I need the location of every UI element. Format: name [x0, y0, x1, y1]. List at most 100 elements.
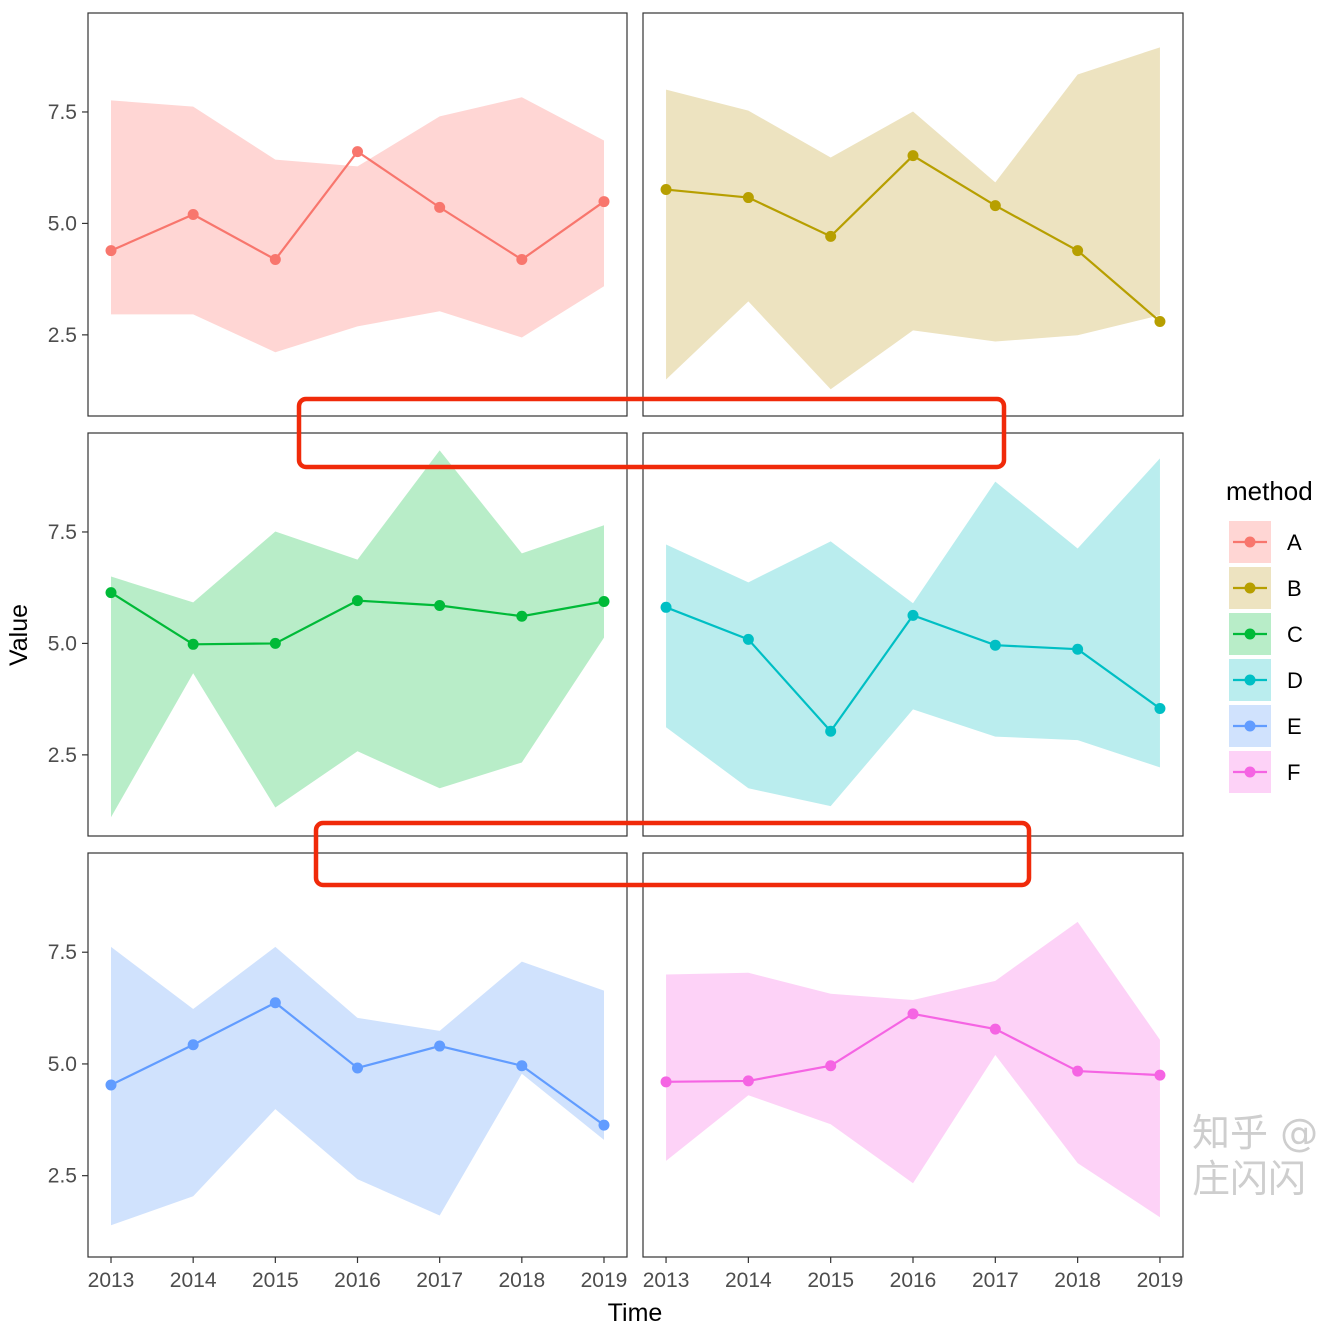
point-F-2015	[825, 1060, 837, 1072]
point-D-2013	[660, 601, 672, 613]
point-C-2014	[187, 638, 199, 650]
point-C-2017	[434, 600, 446, 612]
x-tick-label: 2016	[890, 1269, 937, 1292]
point-C-2015	[269, 637, 281, 649]
point-F-2019	[1154, 1069, 1166, 1081]
ribbon-F	[666, 921, 1160, 1218]
point-C-2016	[352, 595, 363, 607]
x-tick-label: 2013	[643, 1269, 690, 1292]
legend-item-A: A	[1229, 521, 1302, 563]
x-tick-label: 2016	[334, 1269, 381, 1292]
ribbon-C	[111, 450, 604, 818]
legend-label: C	[1287, 622, 1303, 647]
point-F-2017	[989, 1023, 1001, 1035]
point-B-2013	[660, 184, 672, 196]
x-axis-title: Time	[608, 1299, 663, 1327]
x-tick-label: 2014	[170, 1269, 217, 1292]
point-C-2019	[598, 596, 610, 608]
point-D-2014	[742, 633, 754, 645]
panel-B	[642, 12, 1184, 417]
point-A-2015	[269, 254, 281, 266]
panel-D	[642, 432, 1184, 837]
point-D-2017	[989, 639, 1001, 651]
point-A-2018	[516, 254, 528, 266]
y-tick-label: 7.5	[48, 101, 77, 124]
point-B-2019	[1154, 315, 1166, 327]
point-A-2019	[598, 196, 610, 208]
x-tick-label: 2013	[88, 1269, 135, 1292]
point-E-2015	[269, 997, 281, 1009]
y-tick-label: 5.0	[48, 632, 77, 655]
legend-label: D	[1287, 668, 1303, 693]
y-tick-label: 7.5	[48, 521, 77, 544]
panel-C: 2.5 5.0 7.5	[48, 432, 628, 837]
point-D-2016	[907, 609, 919, 621]
point-A-2016	[352, 146, 363, 158]
point-D-2015	[825, 725, 837, 737]
panel-A: 2.5 5.0 7.5	[48, 12, 628, 417]
x-tick-label: 2019	[581, 1269, 628, 1292]
point-B-2016	[907, 150, 919, 162]
legend-label: A	[1287, 530, 1302, 555]
point-E-2016	[352, 1062, 363, 1074]
legend-key-point	[1244, 628, 1256, 640]
y-axis-title: Value	[5, 604, 33, 666]
y-tick-label: 2.5	[48, 324, 77, 347]
ribbon-D	[666, 458, 1160, 807]
point-F-2018	[1072, 1065, 1084, 1077]
y-tick-label: 2.5	[48, 744, 77, 767]
x-tick-label: 2017	[972, 1269, 1019, 1292]
point-C-2018	[516, 610, 528, 622]
panel-border	[87, 12, 628, 417]
ribbon-E	[111, 946, 604, 1226]
point-B-2018	[1072, 245, 1084, 257]
x-tick-label: 2017	[416, 1269, 463, 1292]
legend-label: F	[1287, 760, 1300, 785]
legend-key-point	[1244, 720, 1256, 732]
highlight-box-gap-2	[313, 820, 1032, 888]
point-F-2014	[742, 1075, 754, 1087]
panel-border	[642, 12, 1184, 417]
y-tick-label: 5.0	[48, 1053, 77, 1076]
legend-item-E: E	[1229, 705, 1302, 747]
legend-item-D: D	[1229, 659, 1303, 701]
point-F-2016	[907, 1008, 919, 1020]
x-tick-label: 2018	[1054, 1269, 1101, 1292]
point-A-2017	[434, 201, 446, 213]
legend-key-point	[1244, 536, 1256, 548]
legend-item-B: B	[1229, 567, 1302, 609]
point-F-2013	[660, 1076, 672, 1088]
ribbon-A	[111, 97, 604, 353]
legend-key-point	[1244, 582, 1256, 594]
point-E-2018	[516, 1060, 528, 1072]
point-E-2013	[105, 1079, 117, 1091]
y-tick-label: 5.0	[48, 212, 77, 235]
panel-E: 2.5 5.0 7.5 2013 2014 2015 2016 2017 2018 2019	[48, 852, 628, 1292]
point-B-2014	[742, 192, 754, 204]
point-E-2014	[187, 1039, 199, 1051]
x-tick-label: 2019	[1137, 1269, 1184, 1292]
legend-key-point	[1244, 674, 1256, 686]
legend-item-F: F	[1229, 751, 1300, 793]
watermark: 知乎 @庄闪闪	[1192, 1111, 1319, 1201]
ribbon-B	[666, 47, 1160, 390]
legend-item-C: C	[1229, 613, 1303, 655]
x-tick-label: 2015	[252, 1269, 299, 1292]
panel-border	[642, 432, 1184, 837]
point-E-2017	[434, 1040, 446, 1052]
point-D-2019	[1154, 703, 1166, 715]
point-B-2015	[825, 230, 837, 242]
legend-label: E	[1287, 714, 1302, 739]
x-tick-label: 2015	[807, 1269, 854, 1292]
y-tick-label: 2.5	[48, 1165, 77, 1188]
legend-label: B	[1287, 576, 1302, 601]
point-D-2018	[1072, 643, 1084, 655]
point-B-2017	[989, 200, 1001, 212]
x-tick-label: 2018	[498, 1269, 545, 1292]
panel-border	[87, 432, 628, 837]
legend-key-point	[1244, 766, 1256, 778]
point-E-2019	[598, 1119, 610, 1131]
point-A-2014	[187, 209, 199, 220]
